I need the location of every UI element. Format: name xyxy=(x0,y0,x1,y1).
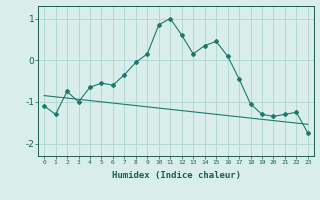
X-axis label: Humidex (Indice chaleur): Humidex (Indice chaleur) xyxy=(111,171,241,180)
